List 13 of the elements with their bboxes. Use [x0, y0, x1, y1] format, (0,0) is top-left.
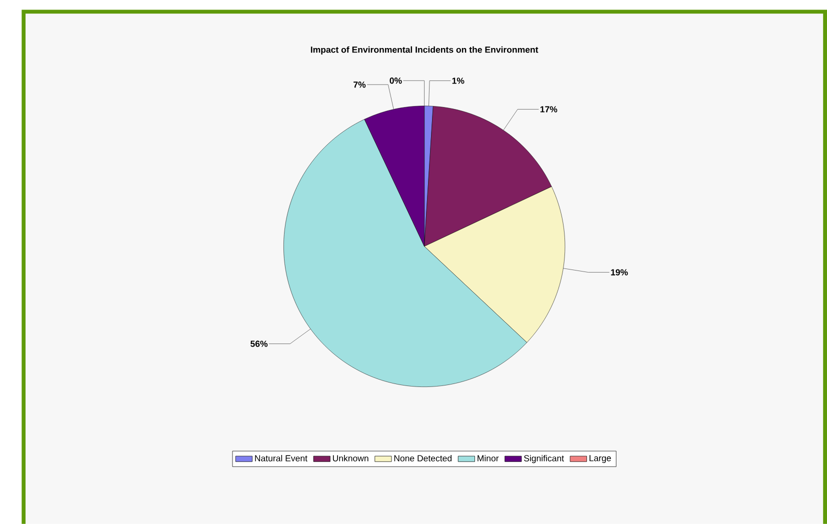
- data-label: 17%: [540, 106, 558, 112]
- text: 0%: [390, 78, 402, 84]
- data-label: 1%: [452, 78, 464, 84]
- data-label: 7%: [354, 82, 366, 88]
- legend-label: Large: [590, 455, 611, 464]
- legend-label: Significant: [524, 455, 564, 464]
- data-label: 56%: [250, 340, 268, 347]
- legend-label: Minor: [478, 455, 499, 462]
- legend-label: Unknown: [332, 455, 368, 462]
- legend-label: Natural Event: [255, 455, 308, 462]
- chart-title: Impact of Environmental Incidents on the Environment: [310, 46, 538, 55]
- data-label: 19%: [611, 269, 628, 276]
- legend-label: None Detected: [394, 455, 452, 462]
